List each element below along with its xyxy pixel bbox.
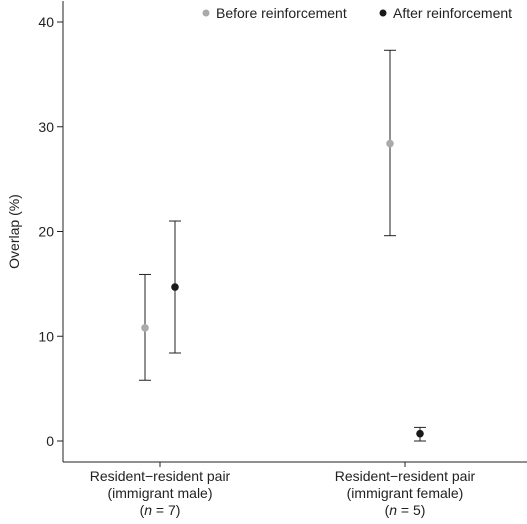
y-axis-label: Overlap (%)	[6, 194, 22, 269]
x-category-label: Resident−resident pair	[335, 468, 476, 484]
legend-label: Before reinforcement	[216, 5, 347, 21]
error-bars	[139, 49, 426, 442]
legend-marker	[379, 9, 387, 17]
x-category-label: Resident−resident pair	[90, 468, 231, 484]
legend: Before reinforcement After reinforcement	[202, 5, 512, 21]
data-point	[416, 429, 424, 438]
y-tick-label: 10	[38, 328, 54, 344]
category-labels: Resident−resident pair(immigrant male)(n…	[90, 468, 476, 518]
y-tick-label: 20	[38, 224, 54, 240]
x-category-label: (immigrant male)	[107, 485, 212, 501]
y-tick-label: 40	[38, 14, 54, 30]
data-point	[171, 283, 179, 291]
axes: 0 10 20 30 40 Overlap (%)	[6, 1, 527, 467]
data-point	[386, 139, 394, 148]
data-point	[141, 324, 149, 332]
data-points	[141, 139, 424, 438]
legend-marker	[202, 9, 210, 17]
x-category-label: (immigrant female)	[347, 485, 464, 501]
legend-label: After reinforcement	[393, 5, 512, 21]
x-category-n-label: (n = 7)	[140, 502, 181, 518]
y-tick-label: 0	[46, 433, 54, 449]
x-category-n-label: (n = 5)	[385, 502, 426, 518]
y-tick-label: 30	[38, 119, 54, 135]
